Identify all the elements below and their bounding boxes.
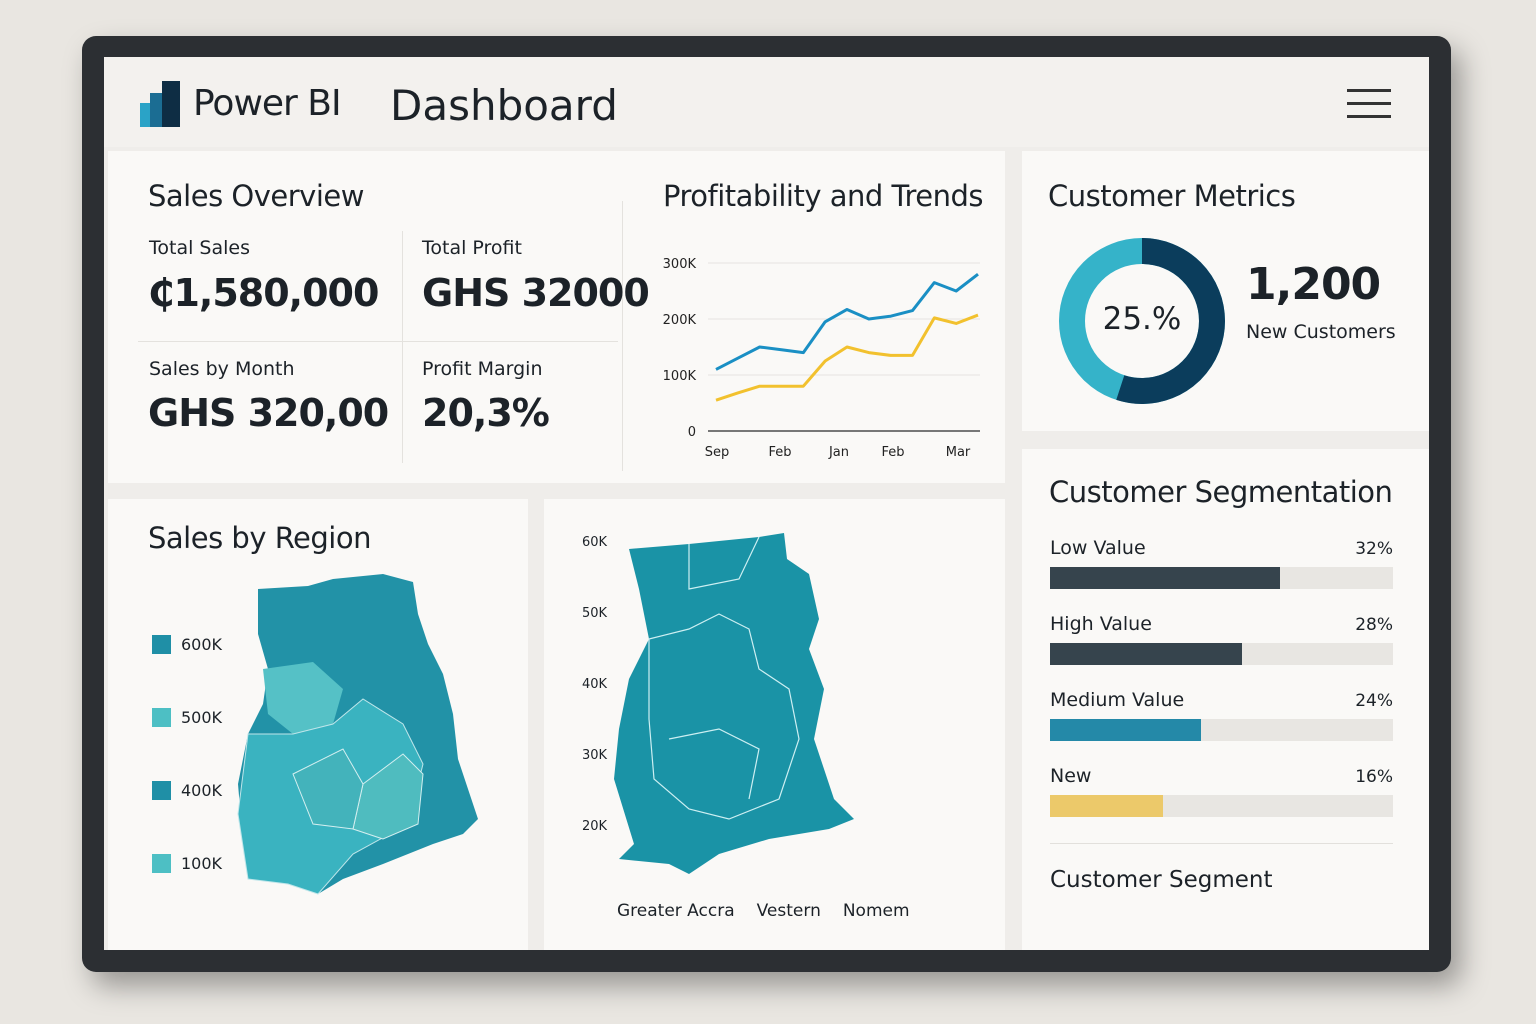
- donut-segment: [1059, 238, 1225, 404]
- customer-segmentation-card: Customer Segmentation Low Value 32% High V…: [1022, 449, 1429, 950]
- map-y-label: 40K: [582, 677, 608, 692]
- map-x-label: Vestern: [756, 901, 821, 921]
- kpi-value: GHS 320,00: [148, 391, 389, 435]
- segment-bar-fill: [1050, 567, 1280, 589]
- new-customers-count: 1,200: [1246, 259, 1381, 310]
- region-title: Sales by Region: [148, 521, 371, 555]
- x-tick-label: Jan: [828, 445, 849, 460]
- y-tick-label: 0: [688, 425, 696, 440]
- hamburger-icon[interactable]: [1347, 89, 1391, 119]
- customer-donut-chart: [1059, 238, 1225, 404]
- donut-percent: 25.%: [1102, 301, 1182, 337]
- segment-row[interactable]: Low Value 32%: [1050, 537, 1393, 589]
- kpi-label: Profit Margin: [422, 358, 543, 380]
- map-x-label: Greater Accra: [617, 901, 735, 921]
- segment-percent: 32%: [1355, 539, 1393, 559]
- series-line-0: [715, 273, 979, 371]
- segment-row[interactable]: Medium Value 24%: [1050, 689, 1393, 741]
- segment-row[interactable]: High Value 28%: [1050, 613, 1393, 665]
- legend-swatch: [152, 708, 171, 727]
- series-line-1: [715, 313, 979, 402]
- segment-percent: 24%: [1355, 691, 1393, 711]
- map-x-label: Nomem: [842, 901, 910, 921]
- legend-label: 400K: [181, 781, 223, 800]
- legend-item: 400K: [152, 781, 222, 800]
- power-bi-logo-icon: [140, 81, 180, 127]
- segment-bar-track: [1050, 643, 1393, 665]
- dashboard-screen: Power BI Dashboard Sales Overview Total …: [104, 57, 1429, 950]
- segment-bar-fill: [1050, 795, 1164, 817]
- segment-footer: Customer Segment: [1050, 867, 1273, 893]
- legend-label: 100K: [181, 854, 223, 873]
- segment-bar-track: [1050, 795, 1393, 817]
- y-tick-label: 300K: [663, 257, 697, 272]
- legend-swatch: [152, 781, 171, 800]
- segment-label: New: [1050, 765, 1092, 787]
- segment-row[interactable]: New 16%: [1050, 765, 1393, 817]
- kpi-label: Sales by Month: [149, 358, 295, 380]
- legend-swatch: [152, 635, 171, 654]
- map-y-label: 50K: [582, 606, 608, 621]
- kpi-value: ₵1,580,000: [148, 271, 379, 315]
- kpi-label: Total Profit: [422, 237, 522, 259]
- y-tick-label: 200K: [663, 313, 697, 328]
- kpi-label: Total Sales: [149, 237, 250, 259]
- segment-percent: 28%: [1355, 615, 1393, 635]
- header: Power BI Dashboard: [104, 57, 1429, 147]
- segment-bar-track: [1050, 719, 1393, 741]
- segment-label: Medium Value: [1050, 689, 1185, 711]
- ghana-sales-map[interactable]: [609, 529, 859, 879]
- page-title: Dashboard: [390, 81, 618, 130]
- sales-by-region-card: Sales by Region 600K 500K 400K 100K: [108, 499, 528, 950]
- customer-metrics-card: Customer Metrics 25.% 1,200 New Customer…: [1022, 151, 1429, 431]
- brand-name: Power BI: [193, 83, 342, 124]
- legend-item: 600K: [152, 635, 222, 654]
- legend-label: 500K: [181, 708, 223, 727]
- segment-label: Low Value: [1050, 537, 1146, 559]
- profit-trend-chart: 0 100K 200K 300K Sep Feb Jan Feb Mar: [663, 257, 980, 460]
- map-y-label: 20K: [582, 819, 608, 834]
- map-y-label: 60K: [582, 535, 608, 550]
- x-tick-label: Sep: [705, 445, 730, 460]
- segment-label: High Value: [1050, 613, 1152, 635]
- x-tick-label: Mar: [946, 445, 971, 460]
- sales-overview-title: Sales Overview: [148, 179, 364, 213]
- kpi-value: 20,3%: [422, 391, 550, 435]
- segmentation-title: Customer Segmentation: [1049, 475, 1393, 509]
- ghana-region-map[interactable]: [233, 574, 483, 904]
- y-tick-label: 100K: [663, 369, 697, 384]
- legend-item: 100K: [152, 854, 222, 873]
- segment-bar-fill: [1050, 643, 1243, 665]
- legend-item: 500K: [152, 708, 222, 727]
- new-customers-label: New Customers: [1246, 321, 1396, 343]
- segment-bar-fill: [1050, 719, 1201, 741]
- profitability-title: Profitability and Trends: [663, 179, 984, 213]
- map-y-label: 30K: [582, 748, 608, 763]
- legend-swatch: [152, 854, 171, 873]
- segment-bar-track: [1050, 567, 1393, 589]
- segment-percent: 16%: [1355, 767, 1393, 787]
- legend-label: 600K: [181, 635, 223, 654]
- x-tick-label: Feb: [768, 445, 791, 460]
- customer-metrics-title: Customer Metrics: [1048, 179, 1296, 213]
- x-tick-label: Feb: [881, 445, 904, 460]
- kpi-value: GHS 32000: [422, 271, 650, 315]
- sales-overview-card: Sales Overview Total Sales ₵1,580,000 To…: [108, 151, 1005, 483]
- region-map-chart-card: 60K 50K 40K 30K 20K Greater Accra Vestern Nome…: [544, 499, 1005, 950]
